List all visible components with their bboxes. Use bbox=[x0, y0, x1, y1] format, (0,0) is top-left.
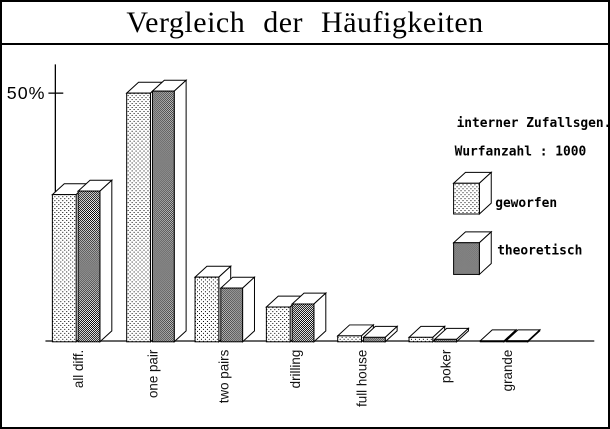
bar-theoretisch-poker bbox=[434, 338, 458, 343]
legend-swatch-theoretisch bbox=[453, 242, 480, 275]
bar-geworfen-two-pairs bbox=[194, 276, 220, 343]
bar-theoretisch-two-pairs-side bbox=[242, 276, 255, 343]
bar-theoretisch-all-diff- bbox=[77, 190, 101, 343]
info-throw-count: Wurfanzahl : 1000 bbox=[455, 145, 587, 160]
bar-geworfen-grande bbox=[479, 340, 505, 343]
info-generator: interner Zufallsgen. bbox=[457, 116, 608, 131]
bar-geworfen-one-pair bbox=[126, 92, 151, 343]
legend-label-geworfen: geworfen bbox=[495, 196, 557, 211]
bar-theoretisch-one-pair-side bbox=[173, 79, 187, 343]
bar-theoretisch-one-pair bbox=[151, 90, 175, 343]
legend-item-geworfen: geworfen bbox=[452, 171, 557, 216]
category-label-one-pair: one pair bbox=[145, 349, 160, 398]
chart-title: Vergleich der Häufigkeiten bbox=[126, 6, 484, 39]
bar-geworfen-full-house bbox=[337, 335, 362, 343]
bar-theoretisch-drilling bbox=[291, 303, 315, 343]
category-label-drilling: drilling bbox=[288, 350, 303, 389]
x-axis-baseline bbox=[45, 340, 595, 342]
bar-geworfen-drilling bbox=[265, 306, 291, 343]
bar-theoretisch-two-pairs bbox=[220, 287, 244, 343]
bar-theoretisch-grande bbox=[505, 340, 529, 343]
bar-geworfen-poker bbox=[408, 336, 434, 343]
bars-group bbox=[51, 79, 542, 343]
category-label-poker: poker bbox=[439, 349, 454, 383]
title-separator-line bbox=[2, 43, 608, 45]
bar-theoretisch-all-diff--side bbox=[99, 179, 113, 343]
category-label-grande: grande bbox=[500, 350, 515, 392]
legend-item-theoretisch: theoretisch bbox=[452, 230, 582, 276]
y-axis-tick-label: 50% bbox=[7, 83, 46, 103]
category-label-full-house: full house bbox=[354, 350, 369, 407]
category-label-all-diff: all diff. bbox=[71, 350, 86, 388]
category-label-two-pairs: two pairs bbox=[217, 349, 232, 403]
bar-geworfen-all-diff- bbox=[51, 194, 77, 343]
bar-theoretisch-full-house bbox=[362, 336, 386, 343]
legend-label-theoretisch: theoretisch bbox=[497, 244, 582, 259]
legend-swatch-geworfen bbox=[453, 182, 480, 215]
